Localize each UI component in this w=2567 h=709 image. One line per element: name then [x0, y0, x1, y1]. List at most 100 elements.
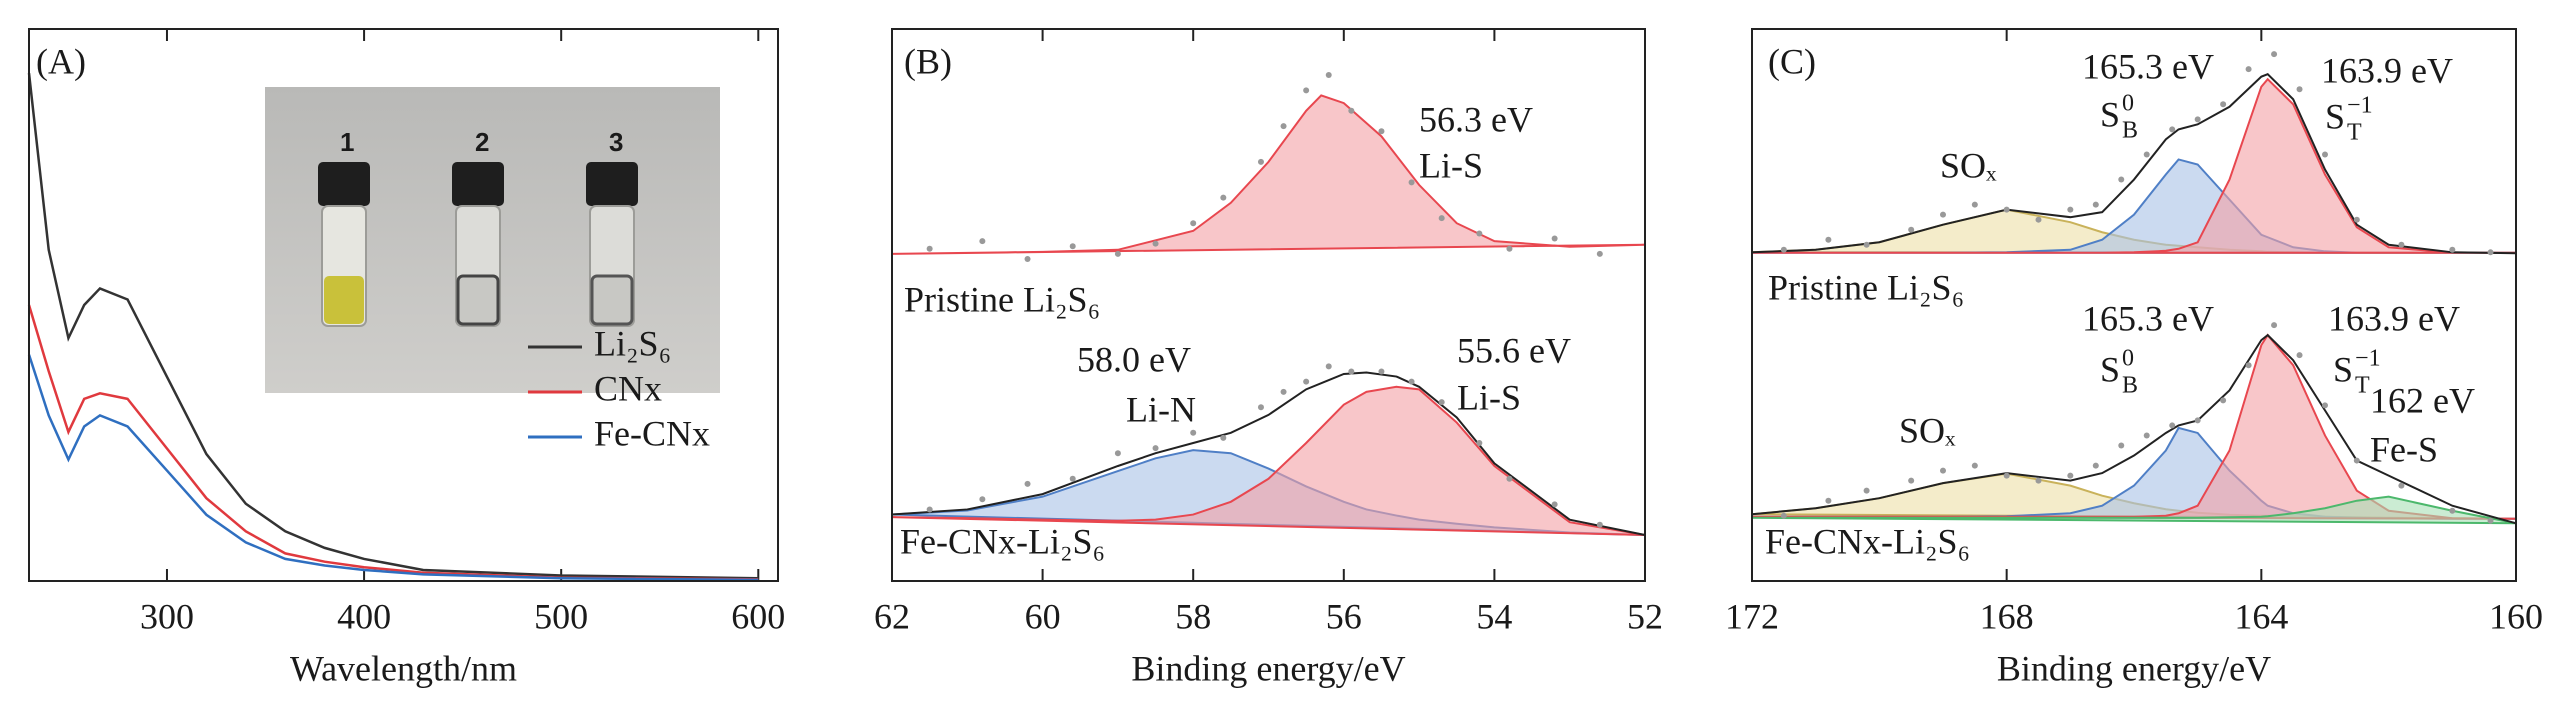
x-tick-label: 58 [1175, 596, 1211, 636]
raw-point [1940, 211, 1946, 218]
raw-point [1303, 378, 1310, 385]
raw-point [2067, 206, 2074, 213]
raw-point [1280, 123, 1287, 130]
spectrum-label: Fe-CNx-Li₂S₆ [1765, 521, 1970, 561]
raw-point [1325, 363, 1332, 370]
plot-frame [891, 28, 1646, 582]
annotation: Li-S [1419, 145, 1483, 185]
annotation: S [2100, 349, 2120, 389]
annotation: 163.9 eV [2328, 298, 2460, 338]
raw-point [1220, 194, 1227, 201]
vial-cap [452, 162, 504, 206]
annotation: 55.6 eV [1457, 330, 1571, 370]
x-tick-label: 160 [2489, 596, 2543, 636]
inset-label: 2 [475, 127, 489, 157]
raw-point [926, 506, 933, 513]
raw-point [1551, 501, 1558, 508]
raw-point [1348, 107, 1355, 114]
raw-point [2220, 397, 2227, 404]
raw-point [1220, 434, 1227, 441]
annotation: SOₓ [1940, 145, 1997, 185]
annotation: 165.3 eV [2082, 46, 2214, 86]
vial-cap [586, 162, 638, 206]
series-line [27, 354, 759, 582]
raw-point [1940, 467, 1946, 474]
x-tick-label: 56 [1326, 596, 1362, 636]
raw-point [2449, 507, 2456, 514]
raw-point [1438, 399, 1445, 406]
raw-point [2035, 477, 2042, 484]
panel-label: (A) [36, 41, 86, 81]
raw-point [1257, 404, 1264, 411]
raw-point [2322, 402, 2328, 409]
panel: 300 400 500 600 Wavelength/nm (A) 1 2 3 Li₂S₆ CNx F… [27, 28, 785, 688]
fit-component [1752, 77, 2516, 254]
raw-point [2245, 362, 2252, 369]
legend-label: CNx [594, 368, 662, 408]
raw-point [1908, 226, 1915, 233]
annotation-subscript: B [2122, 118, 2138, 144]
raw-point [1152, 240, 1159, 247]
fit-component [891, 94, 1646, 255]
raw-point [2035, 216, 2042, 223]
raw-point [2092, 201, 2099, 208]
inset-photo [265, 87, 720, 393]
raw-point [926, 245, 933, 252]
raw-point [1551, 235, 1558, 242]
raw-point [2449, 246, 2456, 253]
x-tick-label: 172 [1725, 596, 1779, 636]
raw-point [1280, 388, 1287, 395]
raw-point [2296, 86, 2303, 93]
raw-point [1024, 480, 1031, 487]
raw-point [1348, 368, 1355, 375]
annotation-subscript: T [2347, 120, 2362, 146]
annotation-superscript: 0 [2122, 91, 2134, 117]
x-tick-label: 600 [731, 596, 785, 636]
vial-cap [318, 162, 370, 206]
annotation: 163.9 eV [2321, 50, 2453, 90]
x-tick-label: 62 [874, 596, 910, 636]
raw-point [1825, 497, 1832, 504]
series-line [27, 73, 759, 580]
annotation: SOₓ [1899, 410, 1956, 450]
raw-point [1303, 87, 1310, 94]
raw-point [2245, 66, 2252, 73]
annotation: Li-N [1126, 389, 1196, 429]
raw-point [1190, 220, 1197, 227]
raw-point [2092, 462, 2099, 469]
fit-envelope [1751, 333, 2517, 525]
x-tick-label: 500 [534, 596, 588, 636]
raw-point [1024, 256, 1031, 262]
raw-point [1325, 72, 1332, 78]
raw-point [2169, 126, 2176, 133]
raw-point [1190, 429, 1197, 436]
raw-point [1863, 241, 1870, 248]
annotation-superscript: −1 [2355, 346, 2381, 372]
raw-point [2067, 472, 2074, 479]
annotation: 56.3 eV [1419, 99, 1533, 139]
raw-point [2143, 432, 2150, 439]
vial-liquid [590, 274, 634, 326]
inset-label: 1 [340, 127, 354, 157]
annotation: 58.0 eV [1077, 339, 1191, 379]
raw-point [2353, 457, 2360, 464]
raw-point [1378, 368, 1385, 375]
fit-component [1752, 158, 2516, 254]
raw-point [2398, 482, 2405, 489]
raw-point [1069, 475, 1076, 482]
raw-point [2487, 517, 2494, 524]
raw-point [2003, 472, 2010, 479]
raw-point [1780, 512, 1787, 519]
fit-component [891, 385, 1646, 536]
panel: 62 60 58 56 54 52 Binding energy/eV (B) Pristine… [874, 28, 1663, 688]
annotation-superscript: −1 [2347, 93, 2373, 119]
x-tick-label: 60 [1025, 596, 1061, 636]
raw-point [1506, 475, 1513, 482]
raw-point [1476, 230, 1483, 237]
raw-point [1780, 246, 1787, 253]
raw-point [2487, 249, 2494, 256]
annotation-superscript: 0 [2122, 346, 2134, 372]
plot-frame [1751, 28, 2517, 582]
